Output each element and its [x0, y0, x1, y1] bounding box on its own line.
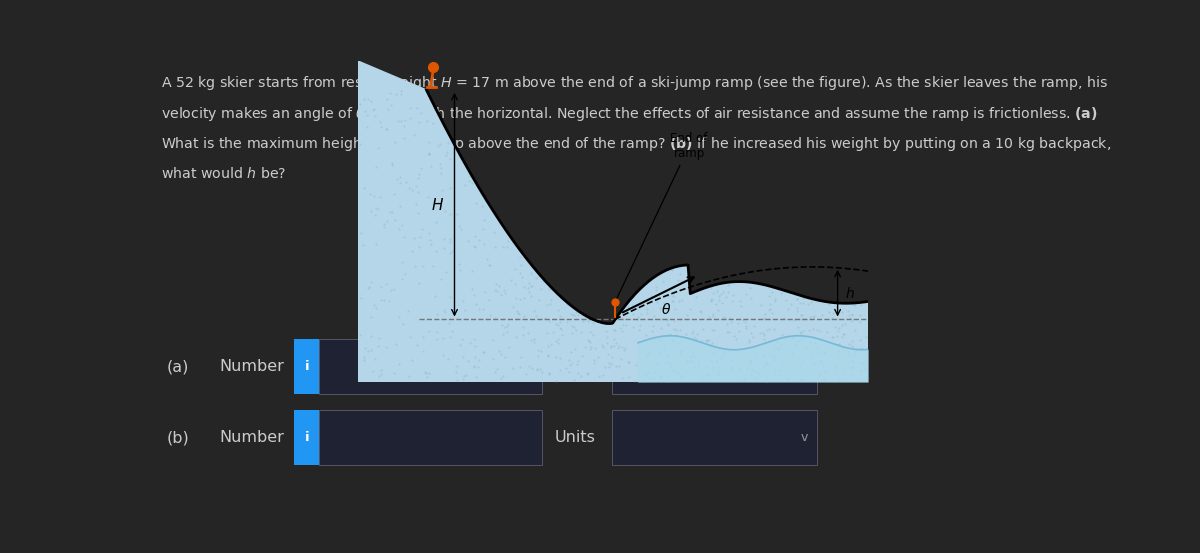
- Text: v: v: [800, 360, 808, 373]
- Text: (b): (b): [167, 430, 190, 445]
- FancyBboxPatch shape: [319, 339, 542, 394]
- FancyBboxPatch shape: [319, 410, 542, 465]
- Text: $h$: $h$: [845, 286, 856, 301]
- Text: Number: Number: [220, 430, 284, 445]
- Text: $H$: $H$: [431, 197, 444, 213]
- FancyBboxPatch shape: [294, 410, 319, 465]
- Text: Units: Units: [554, 430, 595, 445]
- Text: i: i: [305, 431, 310, 444]
- Text: What is the maximum height $h$ of his jump above the end of the ramp? $\mathbf{(: What is the maximum height $h$ of his ju…: [161, 135, 1111, 153]
- Text: velocity makes an angle of $\theta$ = 25° with the horizontal. Neglect the effec: velocity makes an angle of $\theta$ = 25…: [161, 105, 1098, 123]
- FancyBboxPatch shape: [612, 410, 817, 465]
- Text: (a): (a): [167, 359, 190, 374]
- Text: A 52 kg skier starts from rest at height $H$ = 17 m above the end of a ski-jump : A 52 kg skier starts from rest at height…: [161, 74, 1108, 92]
- Text: v: v: [800, 431, 808, 444]
- FancyBboxPatch shape: [612, 339, 817, 394]
- Text: what would $h$ be?: what would $h$ be?: [161, 166, 287, 181]
- Text: End of
ramp: End of ramp: [617, 132, 708, 299]
- Polygon shape: [358, 61, 868, 382]
- Text: i: i: [305, 360, 310, 373]
- Text: Number: Number: [220, 359, 284, 374]
- Text: $\theta$: $\theta$: [661, 301, 671, 317]
- FancyBboxPatch shape: [294, 339, 319, 394]
- Text: Units: Units: [554, 359, 595, 374]
